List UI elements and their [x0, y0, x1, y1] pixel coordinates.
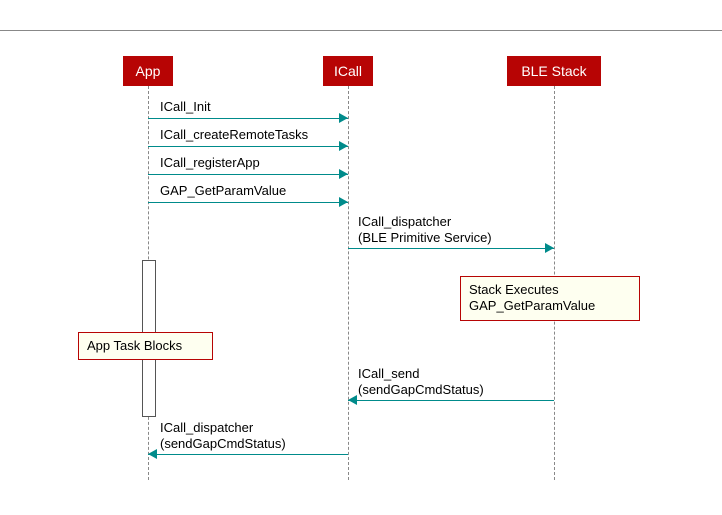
msg-icall-init-label: ICall_Init	[160, 99, 211, 115]
msg-gap-getparam-label: GAP_GetParamValue	[160, 183, 286, 199]
participant-icall-label: ICall	[334, 63, 362, 79]
note-stack-executes: Stack Executes GAP_GetParamValue	[460, 276, 640, 321]
msg-register-app-line	[148, 174, 348, 175]
msg-dispatcher-app-label: ICall_dispatcher (sendGapCmdStatus)	[160, 420, 286, 451]
msg-dispatcher-ble-label: ICall_dispatcher (BLE Primitive Service)	[358, 214, 492, 245]
msg-create-remote-tasks-line	[148, 146, 348, 147]
msg-icall-init-line	[148, 118, 348, 119]
msg-dispatcher-ble-line	[348, 248, 554, 249]
msg-create-remote-tasks-label: ICall_createRemoteTasks	[160, 127, 308, 143]
msg-icall-send-arrow	[348, 395, 357, 405]
msg-dispatcher-app-line	[148, 454, 348, 455]
msg-gap-getparam-arrow	[339, 197, 348, 207]
msg-icall-send-label: ICall_send (sendGapCmdStatus)	[358, 366, 484, 397]
msg-dispatcher-app-arrow	[148, 449, 157, 459]
msg-gap-getparam-line	[148, 202, 348, 203]
note-app-task-blocks-text: App Task Blocks	[87, 338, 182, 353]
participant-ble-label: BLE Stack	[521, 63, 586, 79]
msg-icall-init-arrow	[339, 113, 348, 123]
msg-create-remote-tasks-arrow	[339, 141, 348, 151]
msg-dispatcher-ble-arrow	[545, 243, 554, 253]
participant-app-label: App	[136, 63, 161, 79]
lifeline-icall	[348, 86, 349, 480]
top-rule	[0, 30, 722, 31]
note-stack-executes-text: Stack Executes GAP_GetParamValue	[469, 282, 595, 313]
participant-ble-stack: BLE Stack	[507, 56, 601, 86]
participant-icall: ICall	[323, 56, 373, 86]
note-app-task-blocks: App Task Blocks	[78, 332, 213, 360]
msg-register-app-label: ICall_registerApp	[160, 155, 260, 171]
sequence-diagram: App ICall BLE Stack ICall_Init ICall_cre…	[0, 0, 722, 515]
participant-app: App	[123, 56, 173, 86]
msg-register-app-arrow	[339, 169, 348, 179]
msg-icall-send-line	[348, 400, 554, 401]
